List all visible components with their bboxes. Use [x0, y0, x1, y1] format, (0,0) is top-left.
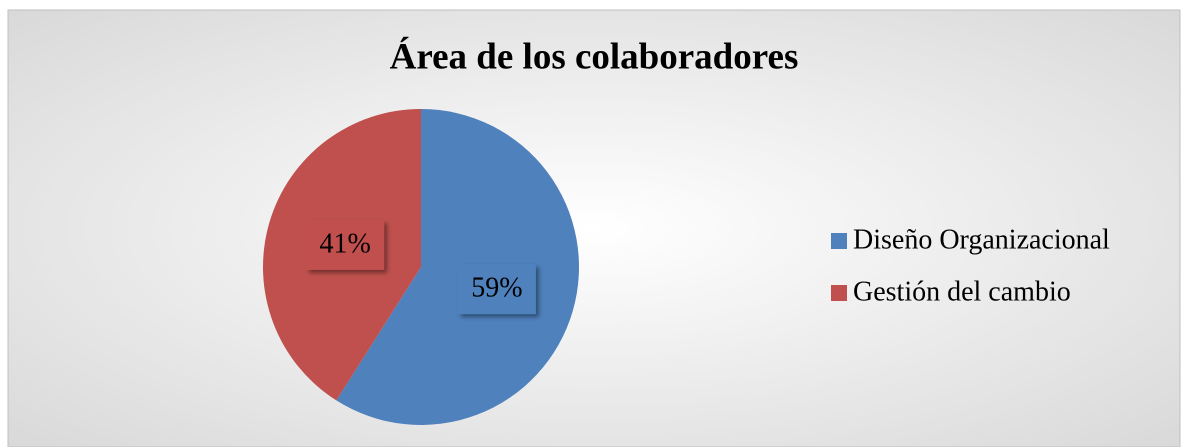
legend-label: Gestión del cambio	[853, 276, 1071, 307]
data-label: 59%	[471, 272, 522, 303]
data-label-box	[457, 264, 536, 315]
pie-slice	[336, 109, 580, 425]
data-label-box	[306, 219, 385, 270]
chart-title: Área de los colaboradores	[390, 35, 799, 77]
legend-swatch	[831, 285, 847, 301]
legend-swatch	[831, 233, 847, 249]
chart-background	[7, 9, 1181, 447]
legend-label: Diseño Organizacional	[853, 224, 1110, 255]
data-label: 41%	[319, 228, 370, 259]
